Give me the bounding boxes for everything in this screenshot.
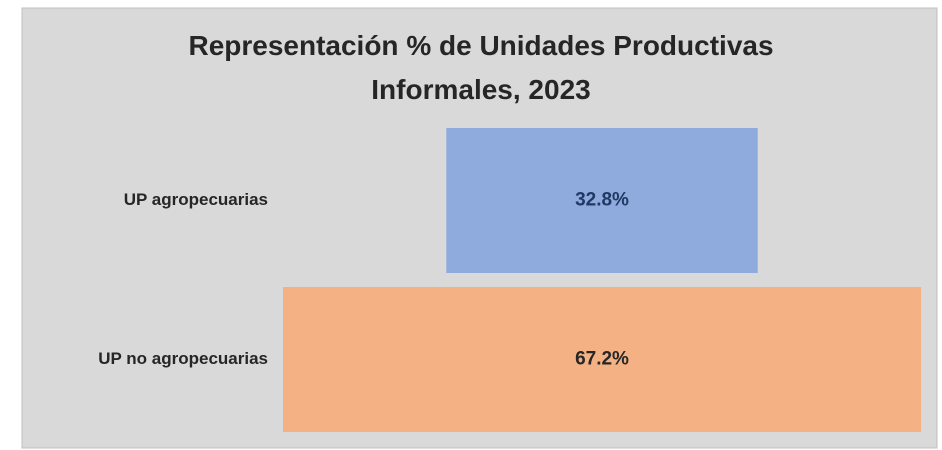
data-label: 67.2% <box>575 349 629 370</box>
funnel-bar <box>283 287 921 432</box>
category-label: UP agropecuarias <box>124 190 268 209</box>
data-label: 32.8% <box>575 190 629 211</box>
category-label: UP no agropecuarias <box>98 349 268 368</box>
chart-title: Representación % de Unidades Productivas… <box>188 30 774 105</box>
funnel-bar <box>446 128 758 273</box>
